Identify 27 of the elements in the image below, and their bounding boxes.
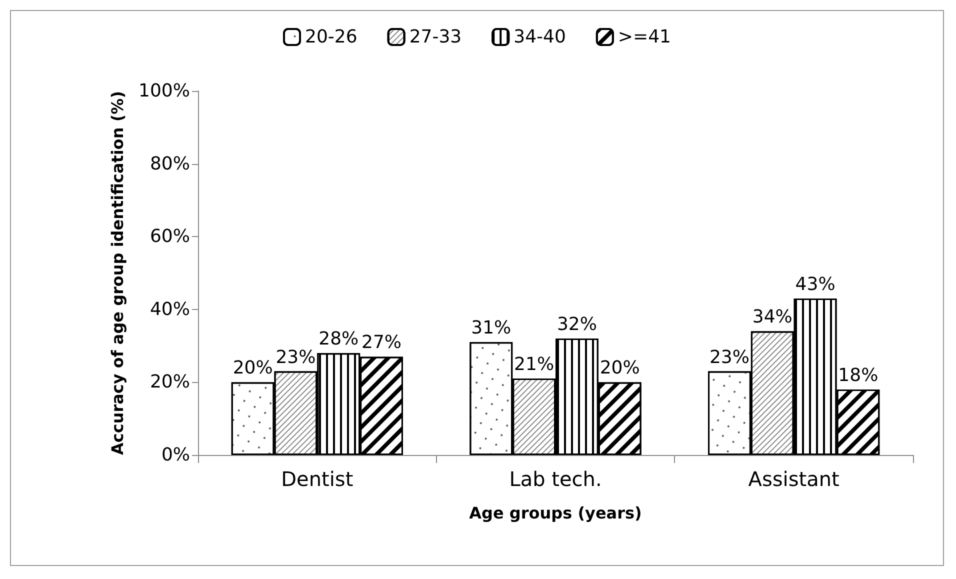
y-tick-label: 80% [150, 153, 190, 174]
x-tick-label: Dentist [281, 467, 354, 491]
y-axis-title: Accuracy of age group identification (%) [108, 90, 128, 456]
y-tick-label: 60% [150, 226, 190, 248]
legend-label: 34-40 [514, 26, 566, 48]
y-tick-label: 40% [150, 298, 190, 320]
data-label: 20% [600, 358, 640, 379]
data-label: 23% [709, 346, 750, 368]
data-label: 23% [276, 346, 316, 368]
legend-label: >=41 [618, 26, 671, 48]
data-label: 20% [232, 358, 273, 379]
data-label: 31% [471, 318, 512, 339]
y-tick-label: 0% [161, 444, 190, 466]
data-label: 21% [514, 354, 554, 376]
legend-label: 20-26 [305, 26, 358, 48]
data-label: 28% [318, 328, 359, 350]
legend-label: 27-33 [409, 26, 462, 48]
data-label: 43% [795, 274, 836, 295]
x-tick-label: Assistant [748, 467, 840, 491]
y-tick-label: 100% [138, 80, 190, 102]
data-label: 27% [362, 332, 402, 354]
x-axis-title: Age groups (years) [469, 504, 642, 522]
x-tick-label: Lab tech. [509, 467, 602, 491]
data-label: 32% [556, 314, 597, 336]
y-tick-label: 20% [150, 372, 190, 393]
data-label: 34% [752, 306, 792, 328]
data-label: 18% [838, 364, 878, 386]
